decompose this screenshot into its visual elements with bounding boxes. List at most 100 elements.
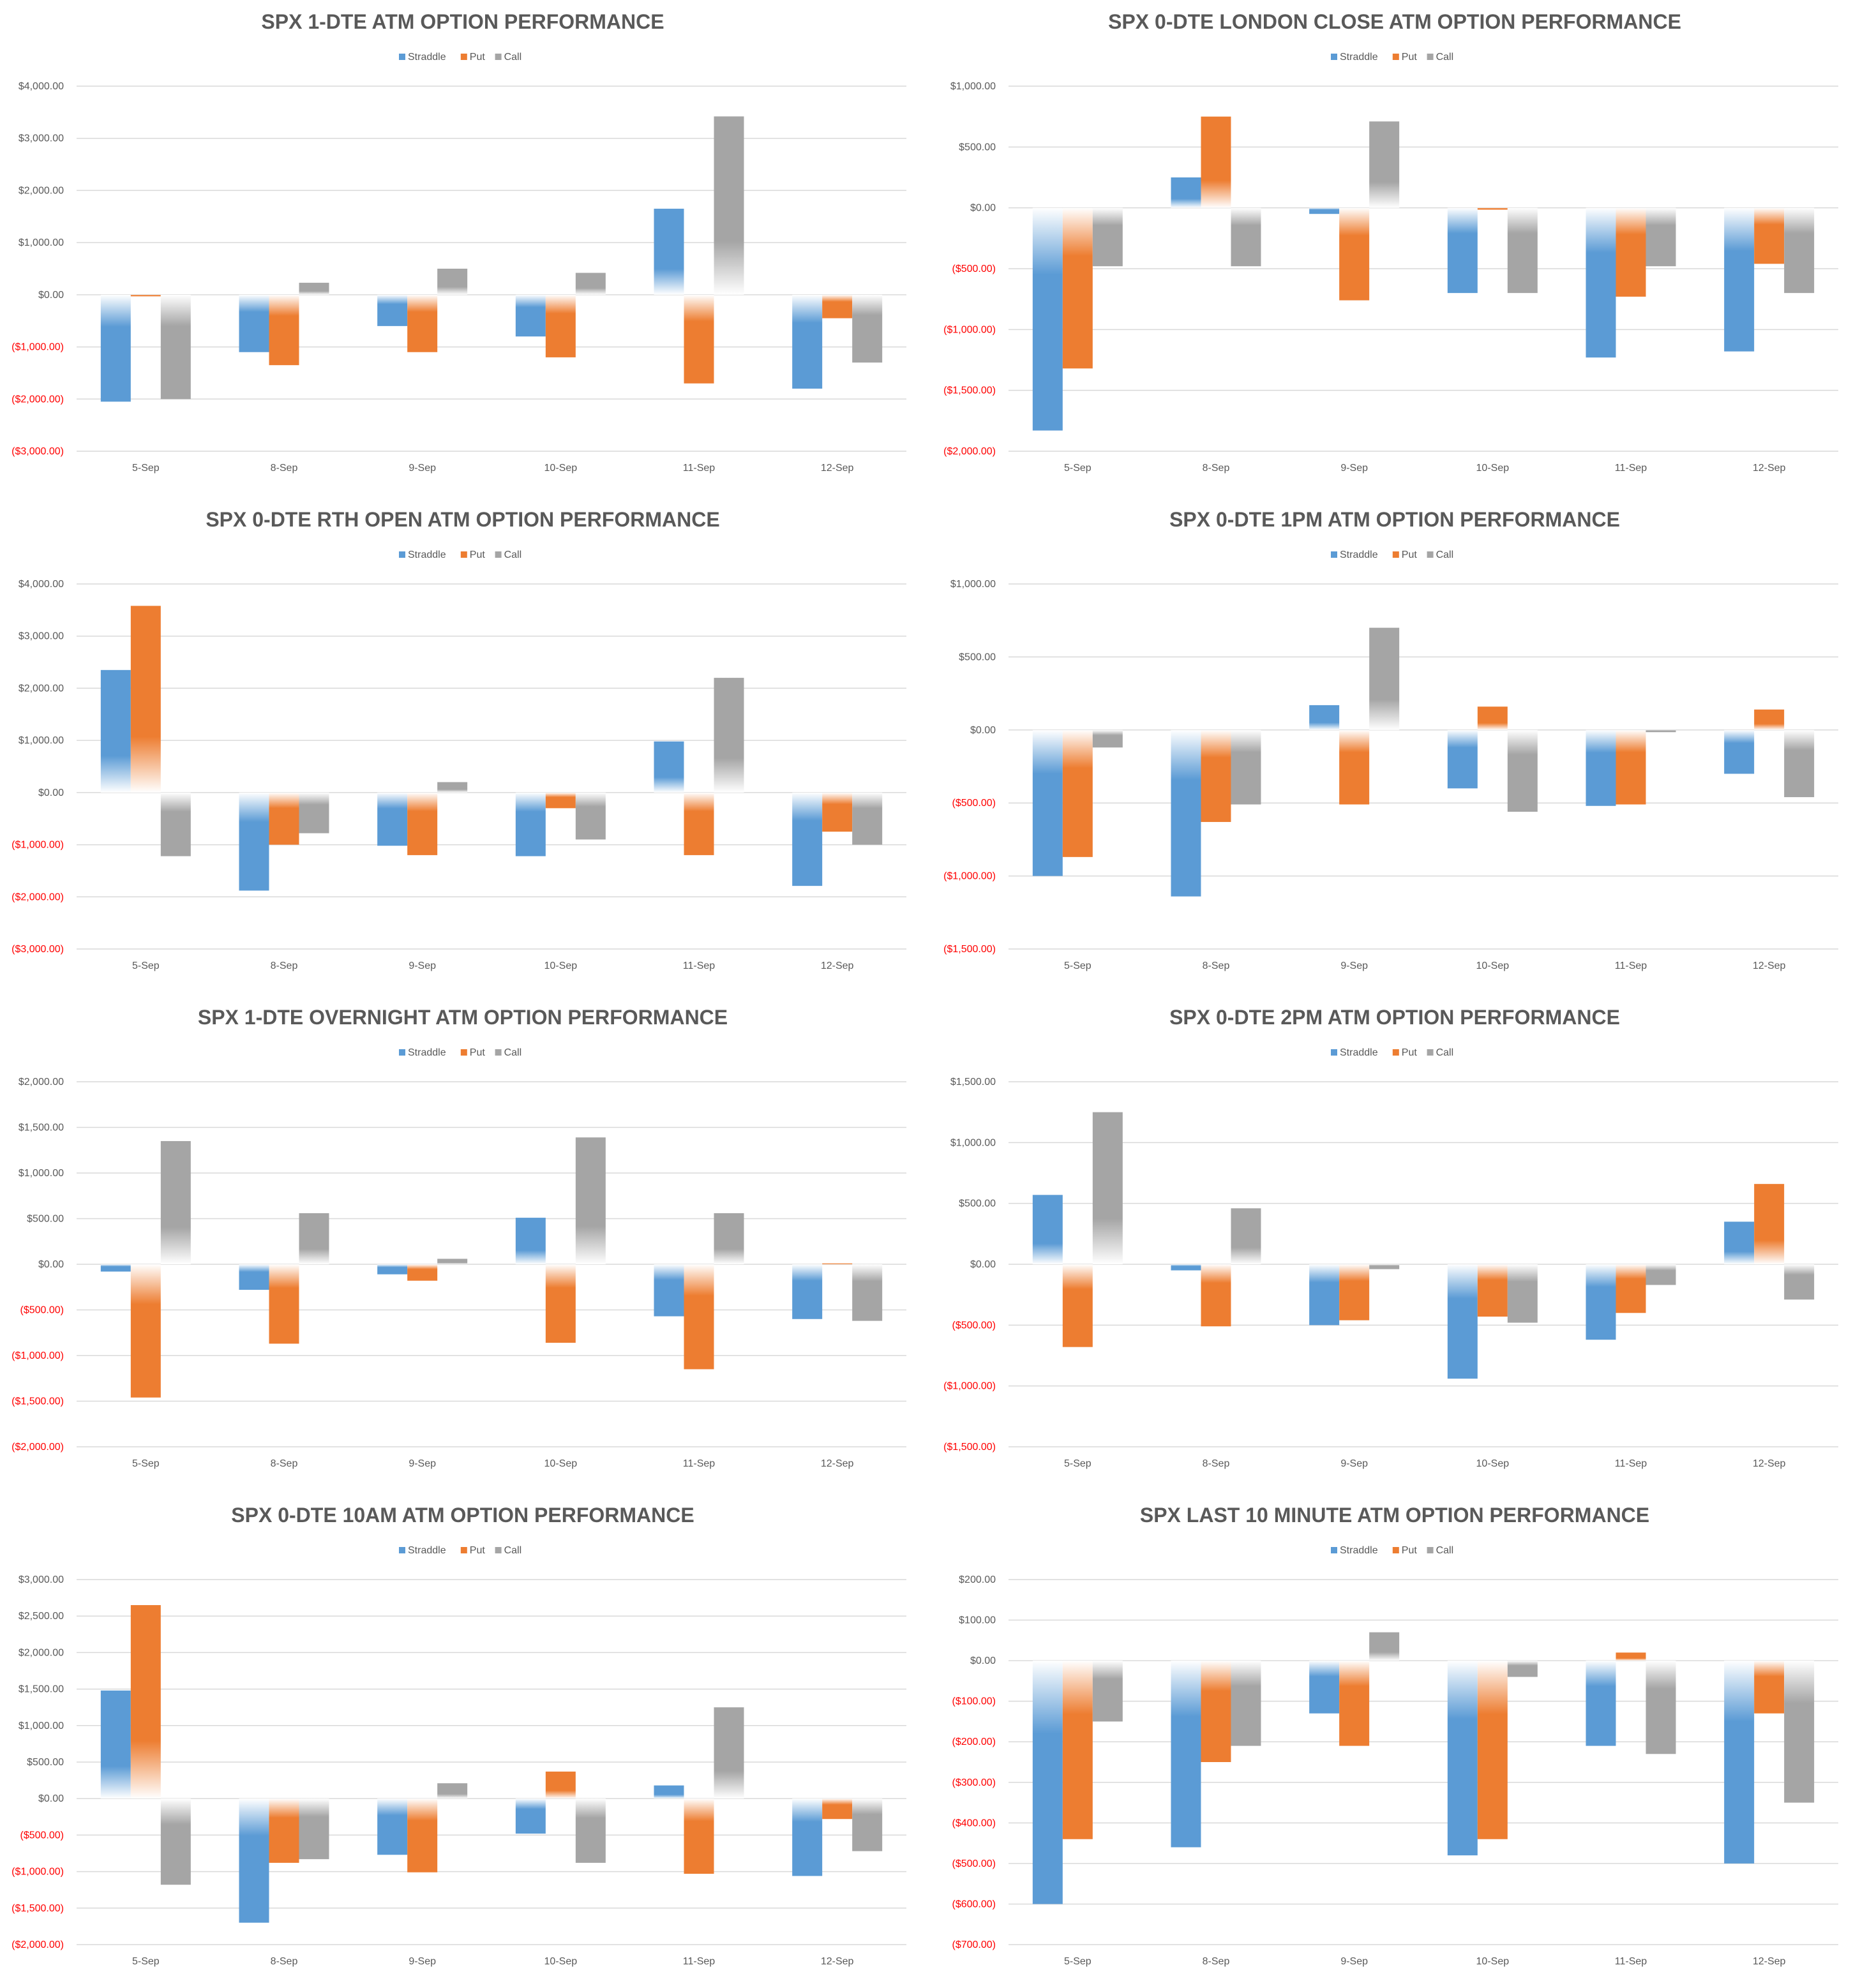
x-tick-label: 9-Sep bbox=[409, 960, 436, 971]
bar-put-10-sep bbox=[545, 294, 576, 357]
chart-legend: Straddle Put Call bbox=[1331, 549, 1453, 560]
bar-put-11-sep bbox=[684, 294, 714, 384]
y-tick-label: $200.00 bbox=[959, 1574, 996, 1585]
y-tick-label: $4,000.00 bbox=[19, 81, 64, 92]
bar-straddle-10-sep bbox=[1447, 1661, 1478, 1856]
bar-straddle-10-sep bbox=[1447, 1264, 1478, 1379]
y-tick-label: ($300.00) bbox=[952, 1777, 996, 1788]
x-tick-label: 8-Sep bbox=[1203, 960, 1230, 971]
x-tick-label: 12-Sep bbox=[1753, 960, 1786, 971]
bar-put-9-sep bbox=[1339, 729, 1370, 805]
y-tick-label: ($1,000.00) bbox=[11, 840, 64, 851]
bar-straddle-9-sep bbox=[377, 1264, 408, 1274]
bar-put-5-sep bbox=[130, 1264, 161, 1398]
x-tick-label: 5-Sep bbox=[132, 1458, 160, 1469]
x-tick-label: 5-Sep bbox=[1064, 960, 1091, 971]
bar-straddle-8-sep bbox=[1171, 1264, 1201, 1271]
y-tick-label: ($400.00) bbox=[952, 1818, 996, 1828]
y-tick-label: ($1,000.00) bbox=[943, 871, 996, 882]
y-tick-label: $0.00 bbox=[38, 290, 64, 301]
bar-straddle-11-sep bbox=[654, 1264, 684, 1317]
legend-swatch-straddle bbox=[399, 1049, 405, 1056]
bar-straddle-12-sep bbox=[1724, 1222, 1755, 1264]
bar-straddle-9-sep bbox=[1309, 1264, 1340, 1326]
chart-title: SPX 0-DTE RTH OPEN ATM OPTION PERFORMANC… bbox=[206, 508, 719, 531]
bar-put-5-sep bbox=[1062, 1264, 1093, 1347]
bar-call-9-sep bbox=[1369, 1264, 1400, 1269]
x-tick-label: 12-Sep bbox=[821, 960, 854, 971]
y-tick-label: ($500.00) bbox=[952, 1858, 996, 1869]
chart-title: SPX 0-DTE 1PM ATM OPTION PERFORMANCE bbox=[1169, 508, 1620, 531]
bar-call-8-sep bbox=[1231, 729, 1261, 805]
x-tick-label: 10-Sep bbox=[1476, 463, 1510, 474]
y-tick-label: $3,000.00 bbox=[19, 133, 64, 144]
bar-call-10-sep bbox=[575, 1798, 606, 1863]
bar-put-9-sep bbox=[1339, 1661, 1370, 1746]
legend-swatch-put bbox=[460, 1049, 467, 1056]
chart-title: SPX 1-DTE ATM OPTION PERFORMANCE bbox=[261, 10, 664, 33]
y-tick-label: ($1,000.00) bbox=[11, 1867, 64, 1878]
bar-call-8-sep bbox=[299, 792, 329, 833]
bar-put-9-sep bbox=[1339, 1264, 1370, 1320]
bar-put-10-sep bbox=[1477, 207, 1508, 210]
chart-legend: Straddle Put Call bbox=[1331, 52, 1453, 63]
bar-straddle-10-sep bbox=[515, 1798, 546, 1834]
bar-call-9-sep bbox=[437, 782, 468, 793]
x-tick-label: 10-Sep bbox=[544, 1956, 578, 1967]
bar-straddle-10-sep bbox=[1447, 207, 1478, 294]
y-tick-label: ($1,000.00) bbox=[943, 324, 996, 335]
bar-put-10-sep bbox=[1477, 1661, 1508, 1839]
bar-straddle-8-sep bbox=[239, 1798, 269, 1923]
bar-put-8-sep bbox=[269, 1798, 299, 1863]
x-tick-label: 10-Sep bbox=[544, 960, 578, 971]
bar-put-12-sep bbox=[1754, 1661, 1785, 1714]
chart-panel-1dte-atm: SPX 1-DTE ATM OPTION PERFORMANCE Straddle… bbox=[0, 3, 926, 495]
legend-swatch-put bbox=[1392, 551, 1399, 558]
x-tick-label: 11-Sep bbox=[683, 1956, 716, 1967]
x-tick-label: 8-Sep bbox=[271, 463, 298, 474]
legend-swatch-put bbox=[1392, 54, 1399, 60]
y-tick-label: $0.00 bbox=[970, 1259, 996, 1270]
y-tick-label: ($1,000.00) bbox=[11, 1350, 64, 1361]
y-tick-label: ($500.00) bbox=[952, 798, 996, 809]
bar-put-8-sep bbox=[1201, 116, 1231, 208]
legend-swatch-put bbox=[460, 551, 467, 558]
bar-straddle-10-sep bbox=[515, 1218, 546, 1264]
chart-legend: Straddle Put Call bbox=[399, 549, 521, 560]
x-tick-label: 11-Sep bbox=[683, 960, 716, 971]
bar-call-8-sep bbox=[299, 1798, 329, 1860]
y-tick-label: $1,000.00 bbox=[19, 1168, 64, 1179]
bar-call-8-sep bbox=[1231, 1661, 1261, 1746]
legend-swatch-straddle bbox=[1331, 1049, 1337, 1056]
bar-put-11-sep bbox=[1616, 1264, 1646, 1313]
y-tick-label: ($2,000.00) bbox=[11, 892, 64, 902]
bar-put-12-sep bbox=[1754, 709, 1785, 730]
bar-straddle-10-sep bbox=[1447, 729, 1478, 789]
y-tick-label: ($1,500.00) bbox=[11, 1396, 64, 1407]
y-tick-label: ($1,000.00) bbox=[943, 1381, 996, 1392]
chart-rth-open: SPX 0-DTE RTH OPEN ATM OPTION PERFORMANC… bbox=[11, 508, 906, 971]
bar-straddle-9-sep bbox=[1309, 705, 1340, 730]
legend-swatch-call bbox=[495, 551, 502, 558]
legend-swatch-straddle bbox=[399, 54, 405, 60]
bar-straddle-10-sep bbox=[515, 294, 546, 337]
y-tick-label: $3,000.00 bbox=[19, 1574, 64, 1585]
bar-call-10-sep bbox=[1507, 207, 1538, 294]
bar-straddle-8-sep bbox=[239, 294, 269, 352]
bar-call-9-sep bbox=[437, 1783, 468, 1799]
bar-put-11-sep bbox=[1616, 1652, 1646, 1661]
bar-call-11-sep bbox=[714, 1707, 744, 1799]
chart-overnight: SPX 1-DTE OVERNIGHT ATM OPTION PERFORMAN… bbox=[11, 1006, 906, 1469]
bar-call-10-sep bbox=[1507, 1661, 1538, 1677]
y-tick-label: ($2,000.00) bbox=[11, 1939, 64, 1950]
x-tick-label: 11-Sep bbox=[1615, 960, 1647, 971]
chart-title: SPX 0-DTE LONDON CLOSE ATM OPTION PERFOR… bbox=[1108, 10, 1681, 33]
x-tick-label: 11-Sep bbox=[1615, 1956, 1647, 1967]
bar-call-10-sep bbox=[1507, 729, 1538, 812]
y-tick-label: ($500.00) bbox=[20, 1305, 64, 1316]
bar-call-10-sep bbox=[1507, 1264, 1538, 1323]
legend-label-call: Call bbox=[504, 549, 522, 560]
legend-swatch-call bbox=[1427, 1547, 1434, 1553]
bar-straddle-5-sep bbox=[100, 1690, 131, 1799]
x-tick-label: 12-Sep bbox=[1753, 463, 1786, 474]
